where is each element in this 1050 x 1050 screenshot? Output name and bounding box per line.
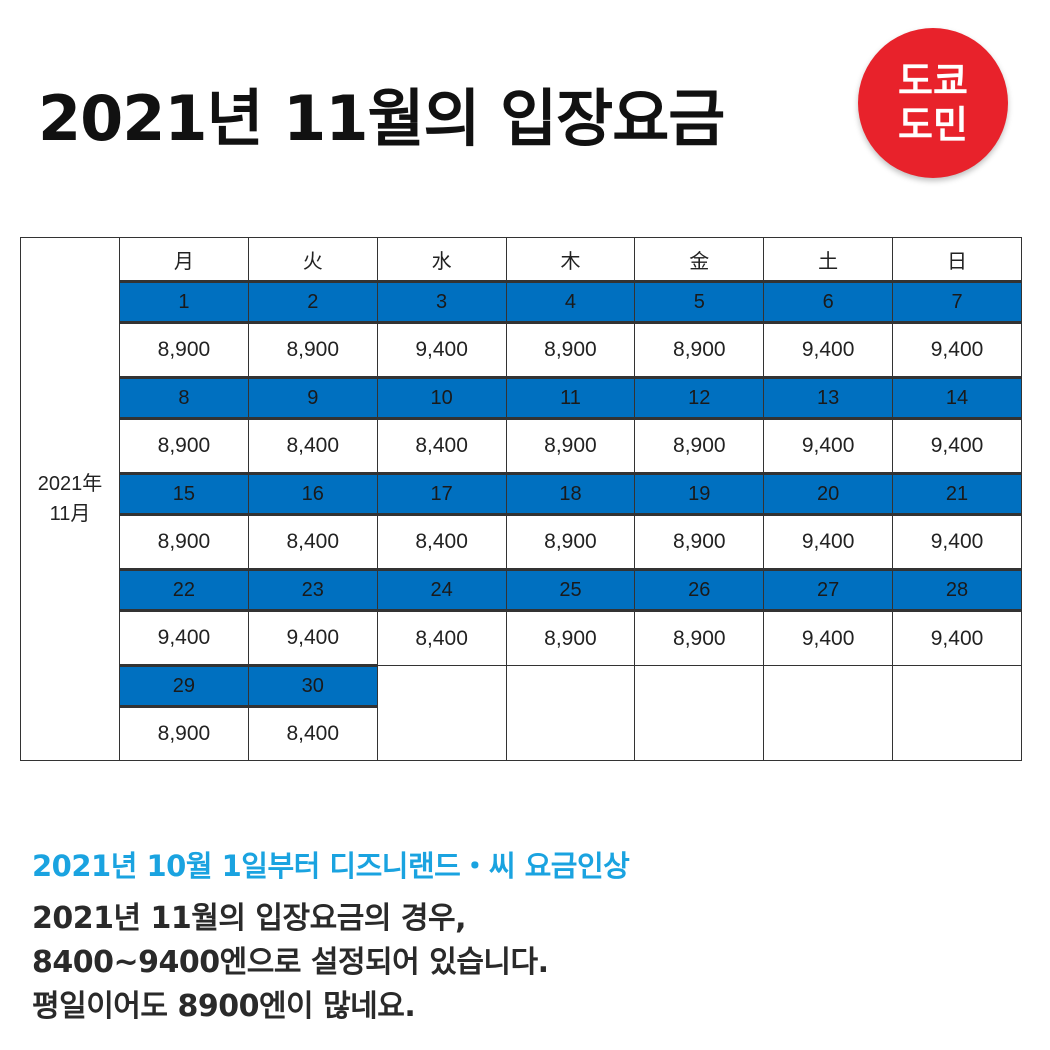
price-cell: 8,400 — [376, 514, 507, 570]
date-cell: 15 — [119, 472, 249, 516]
price-cell: 9,400 — [892, 418, 1022, 474]
date-cell: 23 — [247, 568, 378, 612]
price-cell: 8,900 — [119, 322, 249, 378]
info-heading: 2021년 10월 1일부터 디즈니랜드・씨 요금인상 — [32, 849, 630, 883]
price-cell: 8,900 — [119, 514, 249, 570]
date-cell: 10 — [376, 376, 507, 420]
price-row: 8,900 8,900 9,400 8,900 8,900 9,400 9,400 — [21, 322, 1022, 378]
date-cell: 29 — [119, 664, 249, 708]
price-cell: 9,400 — [892, 610, 1022, 666]
price-cell: 8,900 — [634, 322, 765, 378]
month-label: 11月 — [49, 503, 91, 525]
price-cell: 9,400 — [892, 322, 1022, 378]
date-row: 22 23 24 25 26 27 28 — [21, 568, 1022, 612]
weekday-cell: 金 — [634, 237, 765, 282]
price-cell: 8,400 — [376, 418, 507, 474]
year-month-cell: 2021年 11月 — [20, 237, 120, 761]
price-row: 8,900 8,400 — [21, 706, 1022, 761]
date-cell: 6 — [763, 280, 894, 324]
price-cell: 9,400 — [763, 514, 894, 570]
price-cell: 8,900 — [634, 418, 765, 474]
date-cell: 22 — [119, 568, 249, 612]
date-cell: 7 — [892, 280, 1022, 324]
date-cell: 16 — [247, 472, 378, 516]
date-cell: 17 — [376, 472, 507, 516]
page-title: 2021년 11월의 입장요금 — [38, 82, 725, 155]
year-label: 2021年 — [37, 473, 103, 495]
date-cell: 2 — [247, 280, 378, 324]
weekday-cell: 木 — [505, 237, 636, 282]
price-cell: 9,400 — [376, 322, 507, 378]
price-cell: 9,400 — [119, 610, 249, 666]
price-cell: 8,900 — [505, 322, 636, 378]
weekday-cell: 月 — [119, 237, 249, 282]
price-cell: 8,400 — [247, 418, 378, 474]
price-cell: 9,400 — [247, 610, 378, 666]
price-cell: 8,900 — [119, 706, 249, 761]
price-cell: 8,900 — [634, 514, 765, 570]
price-cell: 8,900 — [505, 418, 636, 474]
date-cell: 8 — [119, 376, 249, 420]
price-cell: 8,900 — [634, 610, 765, 666]
date-cell: 25 — [505, 568, 636, 612]
date-cell: 19 — [634, 472, 765, 516]
info-section: 2021년 10월 1일부터 디즈니랜드・씨 요금인상 2021년 11월의 입… — [32, 843, 1032, 1029]
date-cell: 13 — [763, 376, 894, 420]
date-cell: 4 — [505, 280, 636, 324]
info-line: 2021년 11월의 입장요금의 경우, — [32, 901, 466, 936]
price-row: 9,400 9,400 8,400 8,900 8,900 9,400 9,400 — [21, 610, 1022, 666]
price-cell: 9,400 — [763, 418, 894, 474]
date-cell: 27 — [763, 568, 894, 612]
price-cell: 8,900 — [505, 610, 636, 666]
date-cell: 18 — [505, 472, 636, 516]
weekday-cell: 水 — [376, 237, 507, 282]
date-row: 8 9 10 11 12 13 14 — [21, 376, 1022, 420]
date-cell: 20 — [763, 472, 894, 516]
date-cell: 12 — [634, 376, 765, 420]
date-cell: 1 — [119, 280, 249, 324]
price-cell: 8,900 — [247, 322, 378, 378]
date-cell: 26 — [634, 568, 765, 612]
empty-cell — [634, 665, 765, 761]
price-cell: 8,900 — [505, 514, 636, 570]
logo-line-1: 도쿄 — [898, 59, 968, 103]
date-cell: 30 — [247, 664, 378, 708]
info-body: 2021년 11월의 입장요금의 경우, 8400~9400엔으로 설정되어 있… — [32, 897, 1032, 1029]
price-cell: 8,400 — [247, 706, 378, 761]
date-cell: 9 — [247, 376, 378, 420]
date-cell: 11 — [505, 376, 636, 420]
date-row: 29 30 — [21, 664, 1022, 761]
empty-cell — [892, 665, 1022, 761]
logo-line-2: 도민 — [898, 103, 968, 147]
price-cell: 8,400 — [247, 514, 378, 570]
weekday-cell: 土 — [763, 237, 894, 282]
price-row: 8,900 8,400 8,400 8,900 8,900 9,400 9,400 — [21, 418, 1022, 474]
price-cell: 8,400 — [376, 610, 507, 666]
date-cell: 28 — [892, 568, 1022, 612]
price-row: 8,900 8,400 8,400 8,900 8,900 9,400 9,400 — [21, 514, 1022, 570]
date-cell: 3 — [376, 280, 507, 324]
weekday-cell: 日 — [892, 237, 1022, 282]
price-cell: 9,400 — [763, 322, 894, 378]
date-cell: 21 — [892, 472, 1022, 516]
empty-cell — [376, 665, 507, 761]
weekday-header-row: 2021年 11月 月火水木金土日 — [20, 237, 1022, 761]
tokyo-tomin-logo: 도쿄 도민 — [858, 28, 1008, 178]
info-line: 평일이어도 8900엔이 많네요. — [32, 989, 416, 1024]
date-cell: 24 — [376, 568, 507, 612]
price-cell: 8,900 — [119, 418, 249, 474]
weekday-cell: 火 — [247, 237, 378, 282]
date-row: 15 16 17 18 19 20 21 — [21, 472, 1022, 516]
price-cell: 9,400 — [892, 514, 1022, 570]
empty-cell — [763, 665, 894, 761]
date-cell: 5 — [634, 280, 765, 324]
empty-cell — [505, 665, 636, 761]
info-line: 8400~9400엔으로 설정되어 있습니다. — [32, 945, 549, 980]
date-cell: 14 — [892, 376, 1022, 420]
price-cell: 9,400 — [763, 610, 894, 666]
price-calendar-table: 2021年 11月月火水木金土日 1 2 3 4 5 6 7 8,900 8,900 9,400 8,9… — [20, 237, 1022, 761]
